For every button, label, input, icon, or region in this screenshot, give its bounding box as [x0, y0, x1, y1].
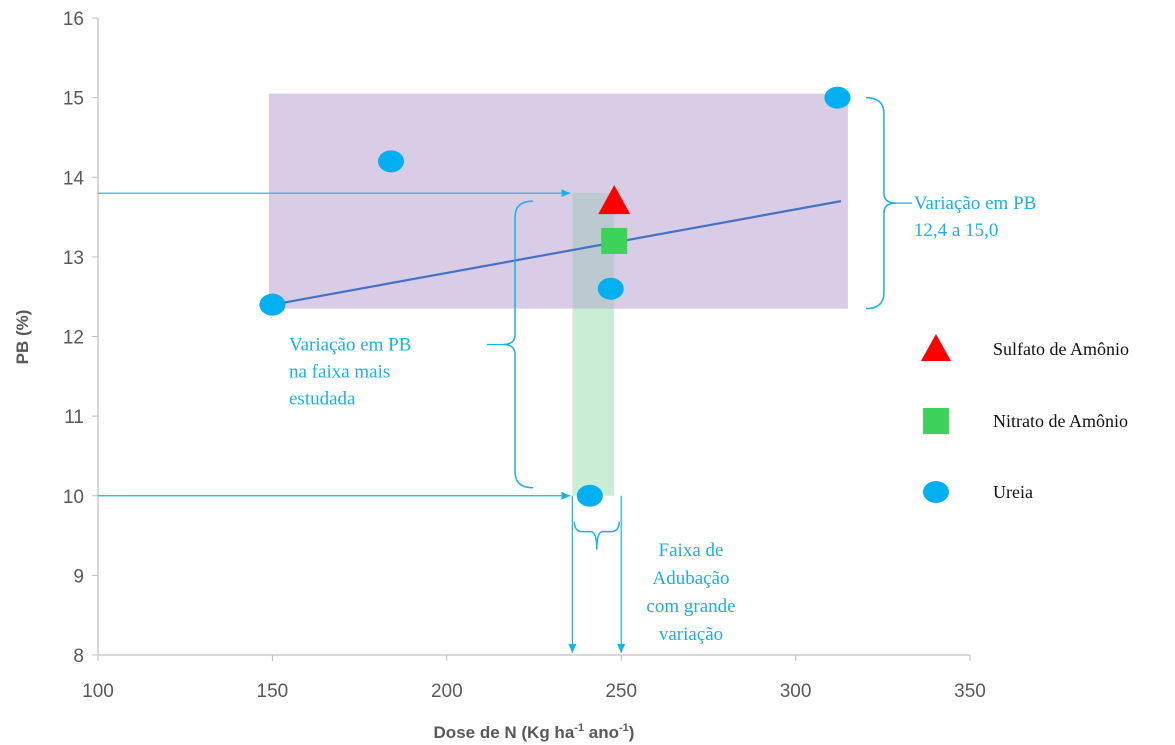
annotation-left-line: estudada [289, 388, 356, 409]
annotation-left-line: Variação em PB [289, 334, 411, 355]
y-tick-label: 16 [63, 9, 84, 30]
brace-bottom [573, 521, 620, 550]
annotation-bottom-line: Adubação [652, 568, 729, 589]
nitrato-point [601, 227, 628, 254]
ureia-point [377, 150, 404, 173]
y-tick-label: 13 [63, 248, 84, 269]
annotations: Variação em PB 12,4 a 15,0 Variação em PB n… [289, 193, 1036, 645]
legend-label: Nitrato de Amônio [993, 411, 1128, 431]
annotation-bottom-line: com grande [646, 596, 735, 617]
shaded-regions [268, 93, 848, 496]
tick-labels: 8 9 10 11 12 13 14 15 16 100 150 200 250 300 350 [63, 9, 986, 702]
legend-label: Sulfato de Amônio [993, 339, 1129, 359]
x-tick-label: 200 [431, 681, 463, 702]
annotation-bottom-line: Faixa de [659, 540, 724, 561]
y-tick-label: 9 [73, 566, 84, 587]
y-tick-label: 11 [64, 407, 84, 428]
axes [92, 17, 971, 661]
ureia-point [576, 484, 603, 507]
annotation-right-line: 12,4 a 15,0 [914, 220, 998, 241]
y-tick-label: 10 [63, 487, 84, 508]
brace-right [865, 96, 896, 310]
y-tick-label: 12 [63, 328, 84, 349]
legend-triangle-icon [921, 334, 951, 361]
sulfato-point [598, 185, 631, 215]
trendline [272, 200, 842, 306]
y-tick-label: 8 [73, 646, 84, 667]
x-tick-label: 300 [780, 681, 812, 702]
ureia-point [597, 277, 624, 300]
ureia-point [259, 293, 286, 316]
annotation-left-line: na faixa mais [289, 361, 390, 382]
annotation-right-line: Variação em PB [914, 193, 1036, 214]
guide-arrows [98, 96, 912, 653]
x-tick-label: 350 [954, 681, 986, 702]
legend-square-icon [923, 408, 949, 434]
purple-band [268, 93, 848, 309]
legend-label: Ureia [993, 482, 1033, 502]
legend-circle-icon [923, 481, 949, 503]
y-tick-label: 14 [63, 168, 85, 189]
x-tick-label: 100 [82, 681, 114, 702]
data-points [259, 86, 851, 507]
x-axis-title: Dose de N (Kg ha-1 ano-1) [434, 722, 635, 742]
legend: Sulfato de Amônio Nitrato de Amônio Ureia [921, 334, 1129, 503]
annotation-bottom-line: variação [659, 624, 723, 645]
y-axis-title: PB (%) [13, 310, 32, 365]
x-tick-label: 250 [605, 681, 637, 702]
ureia-point [824, 86, 851, 109]
x-tick-label: 150 [257, 681, 289, 702]
trend-line [272, 200, 842, 306]
y-tick-label: 15 [63, 89, 84, 110]
